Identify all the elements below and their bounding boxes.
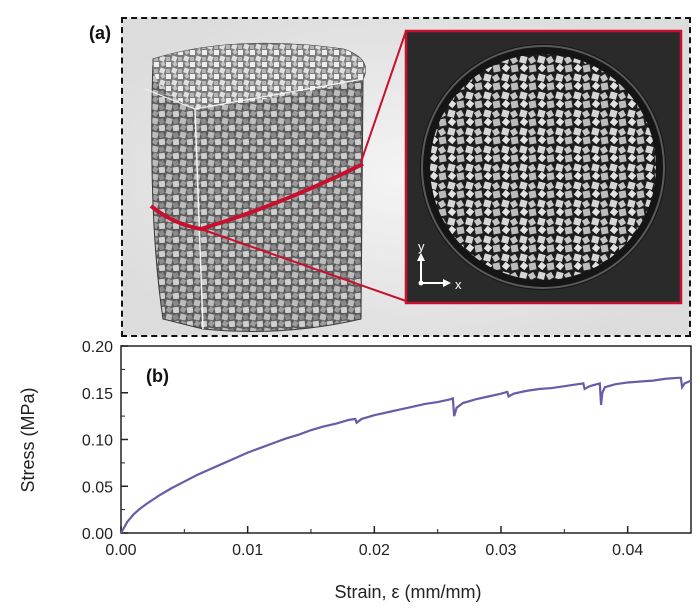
zoom-connector-top bbox=[360, 30, 407, 163]
panel-a-label: (a) bbox=[89, 23, 111, 43]
stress-strain-curve bbox=[120, 376, 692, 534]
x-axis-title: Strain, ε (mm/mm) bbox=[334, 582, 481, 602]
y-axis-arrowhead bbox=[417, 253, 425, 261]
plot-frame bbox=[120, 345, 692, 534]
zoom-connector-bottom bbox=[200, 228, 407, 302]
x-tick-label: 0.04 bbox=[612, 542, 643, 559]
specimen-block bbox=[144, 42, 366, 332]
y-axis-title: Stress (MPa) bbox=[18, 387, 38, 492]
x-tick-label: 0.01 bbox=[232, 542, 263, 559]
x-axis: 0.00 0.01 0.02 0.03 0.04 bbox=[105, 526, 643, 559]
y-tick-label: 0.05 bbox=[82, 479, 113, 496]
x-tick-label: 0.00 bbox=[105, 542, 136, 559]
y-axis: 0.00 0.05 0.10 0.15 0.20 bbox=[82, 339, 128, 543]
inset-axes-indicator bbox=[417, 253, 451, 287]
panel-a-frame: (a) bbox=[89, 17, 691, 337]
y-tick-label: 0.15 bbox=[82, 386, 113, 403]
x-tick-label: 0.03 bbox=[485, 542, 516, 559]
x-axis-arrowhead bbox=[443, 279, 451, 287]
panel-a-illustration bbox=[123, 19, 689, 335]
inset-x-label: x bbox=[455, 277, 462, 292]
y-tick-label: 0.00 bbox=[82, 526, 113, 543]
plot-border bbox=[120, 345, 692, 534]
inset-y-label: y bbox=[418, 239, 425, 254]
y-tick-label: 0.10 bbox=[82, 433, 113, 450]
y-tick-label: 0.20 bbox=[82, 339, 113, 356]
ct-cross-section-inset bbox=[404, 29, 683, 305]
panel-b-label: (b) bbox=[146, 366, 169, 386]
x-tick-label: 0.02 bbox=[359, 542, 390, 559]
